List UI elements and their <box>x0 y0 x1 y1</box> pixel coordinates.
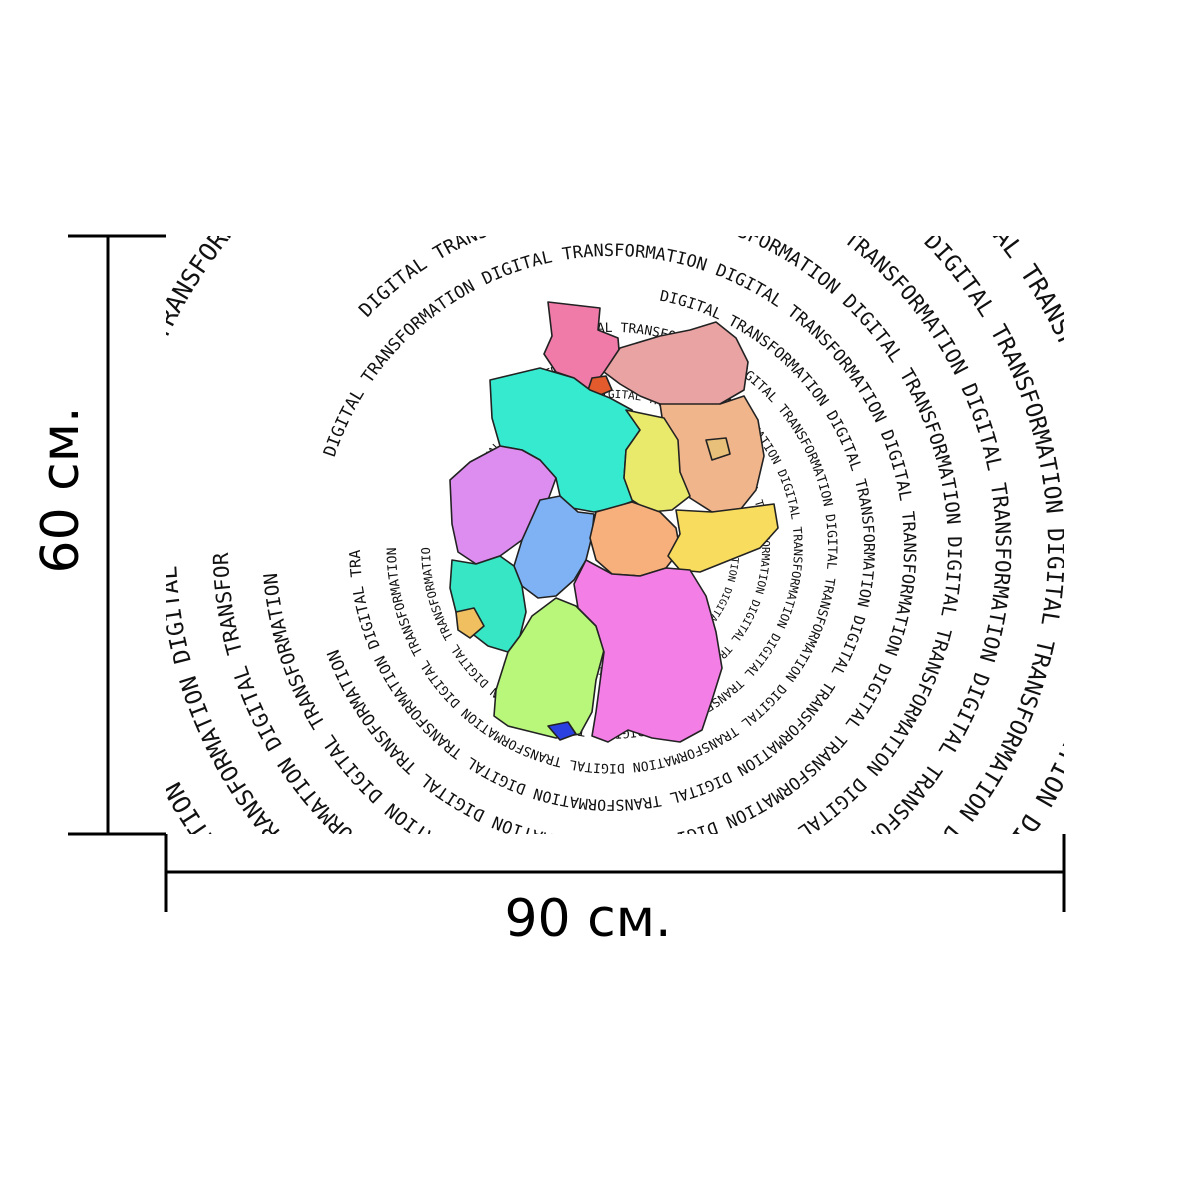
state-baden-wuerttemberg <box>493 597 605 739</box>
height-dimension <box>68 234 166 836</box>
state-sachsen <box>667 503 779 573</box>
state-thueringen <box>589 501 681 577</box>
state-berlin <box>705 437 731 461</box>
germany-map <box>449 301 779 743</box>
state-rheinland-pfalz <box>449 555 527 653</box>
width-label: 90 см. <box>504 889 671 949</box>
state-mecklenburg-vorpommern <box>603 321 749 411</box>
state-bodensee <box>547 721 577 741</box>
state-saarland <box>455 607 485 639</box>
state-bayern <box>573 559 723 743</box>
state-sachsen-anhalt <box>623 409 691 513</box>
width-dimension <box>164 834 1066 912</box>
height-label: 60 см. <box>31 406 91 573</box>
